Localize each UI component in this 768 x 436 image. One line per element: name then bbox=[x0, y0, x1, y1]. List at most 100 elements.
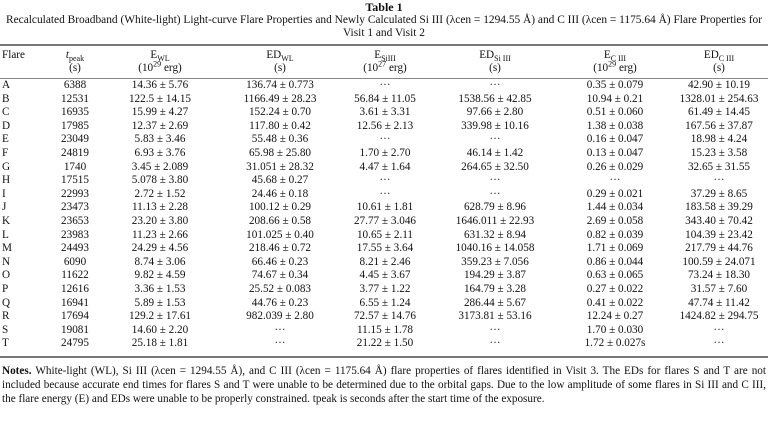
col-header-ed-wl: EDWL bbox=[266, 49, 294, 64]
cell-ed-wl: ··· bbox=[274, 323, 286, 336]
cell-tpeak: 6388 bbox=[63, 79, 87, 91]
cell-ed-c: 217.79 ± 44.76 bbox=[685, 242, 753, 255]
cell-ed-c: ··· bbox=[713, 337, 725, 350]
cell-ed-wl: 117.80 ± 0.42 bbox=[249, 119, 311, 132]
cell-e-c: ··· bbox=[609, 174, 621, 187]
cell-e-si: 72.57 ± 14.76 bbox=[353, 310, 417, 323]
cell-e-si: 12.56 ± 2.13 bbox=[356, 119, 414, 132]
table-row: I 22993 2.72 ± 1.52 24.46 ± 0.18 ··· ··· 0.29 … bbox=[0, 188, 768, 202]
cell-e-wl: 6.93 ± 3.76 bbox=[134, 146, 186, 159]
table-row: H 17515 5.078 ± 3.80 45.68 ± 0.27 ··· ··· ··· ·… bbox=[0, 174, 768, 188]
cell-ed-c: 61.49 ± 14.45 bbox=[687, 106, 751, 119]
cell-ed-c: 104.39 ± 23.42 bbox=[685, 228, 753, 241]
cell-flare: T bbox=[2, 337, 9, 350]
cell-ed-si: 1646.011 ± 22.93 bbox=[455, 214, 535, 227]
cell-tpeak: 12616 bbox=[61, 282, 89, 295]
cell-ed-si: 164.79 ± 3.28 bbox=[463, 282, 527, 295]
table-row: M 24493 24.29 ± 4.56 218.46 ± 0.72 17.55 ± 3… bbox=[0, 242, 768, 256]
cell-ed-c: 32.65 ± 31.55 bbox=[687, 160, 751, 173]
table-title-line-1: Recalculated Broadband (White-light) Lig… bbox=[5, 14, 763, 26]
cell-flare: L bbox=[2, 228, 9, 241]
cell-ed-c: 37.29 ± 8.65 bbox=[690, 187, 748, 200]
cell-tpeak: 23473 bbox=[61, 201, 89, 214]
cell-flare: B bbox=[2, 92, 10, 105]
cell-e-si: 1.70 ± 2.70 bbox=[359, 146, 411, 159]
cell-e-c: 0.29 ± 0.021 bbox=[586, 187, 644, 200]
cell-ed-c: 100.59 ± 24.071 bbox=[682, 255, 756, 268]
cell-flare: S bbox=[2, 323, 9, 336]
col-unit-e-si: (1027 erg) bbox=[363, 58, 407, 74]
cell-ed-c: 47.74 ± 11.42 bbox=[688, 296, 750, 309]
cell-e-c: 2.69 ± 0.058 bbox=[586, 214, 644, 227]
flare-properties-table: Flare tpeak EWL EDWL ESiIII EDSi III EC … bbox=[0, 46, 768, 351]
cell-ed-wl: 65.98 ± 25.80 bbox=[248, 146, 312, 159]
cell-e-c: 0.41 ± 0.022 bbox=[586, 296, 644, 309]
cell-ed-c: 31.57 ± 7.60 bbox=[690, 282, 748, 295]
table-notes: Notes. White-light (WL), Si III (λcen = … bbox=[0, 358, 768, 406]
table-row: L 23983 11.23 ± 2.66 101.025 ± 0.40 10.65 ± … bbox=[0, 229, 768, 243]
cell-e-wl: 14.60 ± 2.20 bbox=[131, 323, 189, 336]
table-body: A 6388 14.36 ± 5.76 136.74 ± 0.773 ··· ··· 0.3… bbox=[0, 79, 768, 351]
cell-ed-wl: 55.48 ± 0.36 bbox=[251, 133, 309, 146]
cell-tpeak: 17985 bbox=[61, 119, 89, 132]
cell-ed-c: 18.98 ± 4.24 bbox=[690, 133, 748, 146]
col-unit-e-c: (1029 erg) bbox=[593, 58, 637, 74]
col-header-tpeak: tpeak bbox=[65, 49, 85, 64]
cell-tpeak: 17694 bbox=[61, 310, 89, 323]
cell-e-wl: 24.29 ± 4.56 bbox=[131, 242, 189, 255]
cell-ed-si: ··· bbox=[489, 323, 501, 336]
cell-e-c: 0.63 ± 0.065 bbox=[586, 269, 644, 282]
table-caption: Table 1 Recalculated Broadband (White-li… bbox=[0, 0, 768, 40]
cell-e-si: 3.61 ± 3.31 bbox=[359, 106, 411, 119]
cell-e-si: 3.77 ± 1.22 bbox=[359, 282, 411, 295]
cell-ed-wl: 100.12 ± 0.29 bbox=[248, 201, 312, 214]
notes-text: White-light (WL), Si III (λcen = 1294.55… bbox=[2, 364, 766, 405]
header-row-2: (s) (1029 erg) (s) (1027 erg) (s) (1029 … bbox=[0, 58, 768, 79]
cell-flare: K bbox=[2, 214, 11, 227]
table-row: D 17985 12.37 ± 2.69 117.80 ± 0.42 12.56 ± 2… bbox=[0, 120, 768, 134]
cell-ed-si: 264.65 ± 32.50 bbox=[461, 160, 529, 173]
cell-flare: P bbox=[2, 282, 9, 295]
cell-ed-si: ··· bbox=[489, 79, 501, 91]
cell-e-wl: 3.45 ± 2.089 bbox=[131, 160, 189, 173]
cell-e-c: 0.35 ± 0.079 bbox=[586, 79, 644, 91]
table-row: C 16935 15.99 ± 4.27 152.24 ± 0.70 3.61 ± 3.… bbox=[0, 106, 768, 120]
cell-ed-si: ··· bbox=[489, 187, 501, 200]
cell-tpeak: 16941 bbox=[61, 296, 89, 309]
col-unit-tpeak: (s) bbox=[69, 61, 81, 74]
cell-e-si: 27.77 ± 3.046 bbox=[353, 214, 417, 227]
cell-tpeak: 6090 bbox=[63, 255, 87, 268]
cell-ed-wl: 25.52 ± 0.083 bbox=[248, 282, 312, 295]
bottom-rule bbox=[0, 355, 768, 358]
cell-flare: D bbox=[2, 119, 11, 132]
cell-tpeak: 11622 bbox=[61, 269, 89, 282]
table-row: N 6090 8.74 ± 3.06 66.46 ± 0.23 8.21 ± 2.46 3… bbox=[0, 256, 768, 270]
cell-ed-si: 3173.81 ± 53.16 bbox=[458, 310, 532, 323]
cell-flare: R bbox=[2, 310, 10, 323]
cell-flare: E bbox=[2, 133, 9, 146]
cell-ed-wl: 218.46 ± 0.72 bbox=[248, 242, 312, 255]
cell-flare: Q bbox=[2, 296, 11, 309]
cell-flare: H bbox=[2, 174, 11, 187]
notes-label: Notes. bbox=[2, 364, 32, 377]
cell-ed-wl: 152.24 ± 0.70 bbox=[248, 106, 312, 119]
col-header-e-si: ESiIII bbox=[374, 49, 396, 64]
cell-e-c: 0.16 ± 0.047 bbox=[586, 133, 644, 146]
cell-e-wl: 12.37 ± 2.69 bbox=[131, 119, 189, 132]
cell-flare: I bbox=[2, 187, 6, 200]
cell-tpeak: 24493 bbox=[61, 242, 89, 255]
cell-e-wl: 11.13 ± 2.28 bbox=[131, 201, 189, 214]
table-row: F 24819 6.93 ± 3.76 65.98 ± 25.80 1.70 ± 2.7… bbox=[0, 147, 768, 161]
cell-ed-c: ··· bbox=[713, 323, 725, 336]
cell-e-c: 1.70 ± 0.030 bbox=[586, 323, 644, 336]
cell-tpeak: 24819 bbox=[61, 146, 89, 159]
cell-e-wl: 8.74 ± 3.06 bbox=[134, 255, 186, 268]
cell-e-wl: 9.82 ± 4.59 bbox=[134, 269, 186, 282]
col-unit-ed-wl: (s) bbox=[274, 61, 286, 74]
table-row: J 23473 11.13 ± 2.28 100.12 ± 0.29 10.61 ± 1… bbox=[0, 201, 768, 215]
cell-e-c: 1.71 ± 0.069 bbox=[586, 242, 644, 255]
cell-e-si: 21.22 ± 1.50 bbox=[356, 337, 414, 350]
col-header-ed-c: EDC III bbox=[703, 49, 735, 64]
cell-e-si: 4.47 ± 1.64 bbox=[359, 160, 411, 173]
cell-tpeak: 23653 bbox=[61, 214, 89, 227]
